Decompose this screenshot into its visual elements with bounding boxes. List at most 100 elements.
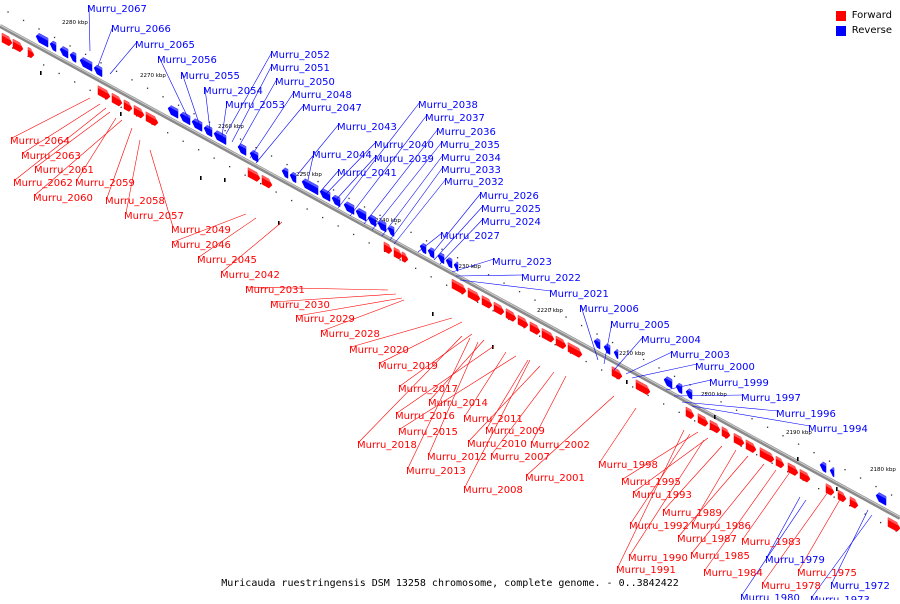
leader-line bbox=[323, 141, 377, 197]
leader-line bbox=[109, 41, 138, 75]
reverse-gene-label: Murru_2037 bbox=[425, 113, 485, 124]
reverse-gene-label: Murru_2050 bbox=[275, 77, 335, 88]
leader-line bbox=[631, 363, 698, 379]
forward-gene-block bbox=[247, 167, 261, 182]
gene-block-shine bbox=[192, 117, 202, 125]
ruler-dot bbox=[229, 166, 231, 168]
forward-gene-block bbox=[383, 241, 393, 255]
gene-block-shine bbox=[420, 241, 426, 248]
forward-gene-label: Murru_2019 bbox=[378, 361, 438, 372]
ruler-dot bbox=[673, 375, 676, 377]
forward-gene-label: Murru_2031 bbox=[245, 285, 305, 296]
reverse-gene-block bbox=[819, 461, 827, 474]
ruler-dot bbox=[756, 454, 758, 456]
forward-gene-label: Murru_2016 bbox=[395, 411, 455, 422]
leader-line bbox=[665, 379, 712, 391]
leader-line bbox=[381, 154, 444, 237]
ruler-dot bbox=[647, 394, 649, 397]
reverse-gene-block bbox=[93, 64, 103, 78]
ruler-dot bbox=[601, 369, 603, 371]
reverse-gene-label: Murru_2023 bbox=[492, 257, 552, 268]
leader-line bbox=[11, 97, 91, 139]
ruler-dot bbox=[735, 409, 738, 411]
leader-line bbox=[766, 496, 801, 558]
gene-block-shine bbox=[282, 166, 288, 172]
forward-gene-block bbox=[555, 335, 567, 350]
forward-gene-label: Murru_2012 bbox=[427, 452, 487, 463]
ruler-dot bbox=[239, 138, 242, 140]
gene-block-shine bbox=[36, 31, 48, 41]
gene-block-shine bbox=[888, 517, 900, 527]
ruler-tick-label: 2180 kbp bbox=[870, 467, 896, 473]
gene-block-shine bbox=[428, 246, 434, 252]
gene-block-shine bbox=[482, 295, 492, 304]
leader-line bbox=[468, 365, 541, 442]
reverse-gene-block bbox=[289, 171, 297, 184]
ruler-dot bbox=[306, 208, 308, 210]
leader-line bbox=[455, 274, 524, 277]
reverse-gene-label: Murru_2021 bbox=[549, 289, 609, 300]
forward-swatch bbox=[835, 10, 846, 21]
ruler-dot bbox=[549, 308, 552, 310]
ruler-dot bbox=[766, 426, 769, 428]
ruler-dot bbox=[503, 282, 505, 284]
reverse-gene-label: Murru_2066 bbox=[111, 24, 171, 35]
reverse-gene-label: Murru_2036 bbox=[436, 127, 496, 138]
forward-gene-label: Murru_2020 bbox=[349, 345, 409, 356]
gene-block-shine bbox=[746, 439, 756, 448]
forward-gene-label: Murru_2059 bbox=[75, 178, 135, 189]
gene-block-shine bbox=[664, 375, 672, 382]
reverse-gene-label: Murru_2033 bbox=[441, 165, 501, 176]
gene-block-shine bbox=[384, 241, 392, 249]
reverse-gene-label: Murru_2040 bbox=[374, 140, 434, 151]
leader-line bbox=[663, 445, 723, 511]
gene-block-shine bbox=[214, 129, 226, 139]
leader-line bbox=[237, 78, 278, 149]
ruler-dot bbox=[182, 140, 184, 142]
reverse-gene-label: Murru_2034 bbox=[441, 153, 501, 164]
leader-line bbox=[486, 359, 529, 429]
reverse-gene-label: Murru_1994 bbox=[808, 424, 868, 435]
gene-block-shine bbox=[876, 490, 886, 499]
forward-gene-block bbox=[111, 92, 123, 107]
leader-line bbox=[106, 127, 133, 199]
reverse-gene-block bbox=[179, 111, 191, 126]
forward-gene-block bbox=[529, 321, 541, 335]
leader-line bbox=[429, 192, 482, 257]
chromosome-backbone bbox=[0, 24, 900, 520]
ruler-dot bbox=[7, 11, 9, 13]
gene-block-shine bbox=[760, 447, 774, 458]
reverse-gene-block bbox=[427, 247, 435, 259]
forward-gene-label: Murru_2001 bbox=[525, 473, 585, 484]
ruler-dot bbox=[849, 505, 851, 507]
label-leader-lines bbox=[11, 5, 873, 598]
gene-block-shine bbox=[94, 63, 102, 71]
gene-block-shine bbox=[676, 381, 682, 388]
leader-line bbox=[249, 91, 295, 159]
gene-block-shine bbox=[518, 315, 528, 324]
forward-gene-block bbox=[775, 455, 785, 469]
ruler-dot bbox=[131, 79, 133, 81]
gene-block-shine bbox=[2, 33, 12, 42]
forward-gene-block bbox=[467, 287, 481, 303]
ruler-dot bbox=[425, 240, 428, 242]
gene-block-shine bbox=[70, 50, 76, 56]
gene-block-shine bbox=[614, 347, 618, 353]
leader-line bbox=[321, 299, 405, 332]
forward-gene-block bbox=[133, 104, 145, 119]
ruler-dot bbox=[813, 452, 815, 454]
forward-gene-label: Murru_2008 bbox=[463, 485, 523, 496]
reverse-gene-block bbox=[829, 467, 835, 478]
gene-block-shine bbox=[60, 44, 68, 52]
ruler-dot bbox=[162, 96, 164, 98]
gene-block-shine bbox=[820, 460, 826, 467]
forward-gene-block bbox=[541, 327, 555, 343]
gene-block-shine bbox=[302, 177, 318, 189]
reverse-gene-block bbox=[355, 207, 367, 222]
reverse-gene-label: Murru_2038 bbox=[418, 100, 478, 111]
gene-block-shine bbox=[468, 287, 480, 297]
reverse-gene-block bbox=[367, 214, 377, 228]
legend-forward-label: Forward bbox=[851, 10, 892, 21]
forward-gene-label: Murru_2014 bbox=[428, 398, 488, 409]
forward-gene-block bbox=[145, 111, 159, 127]
